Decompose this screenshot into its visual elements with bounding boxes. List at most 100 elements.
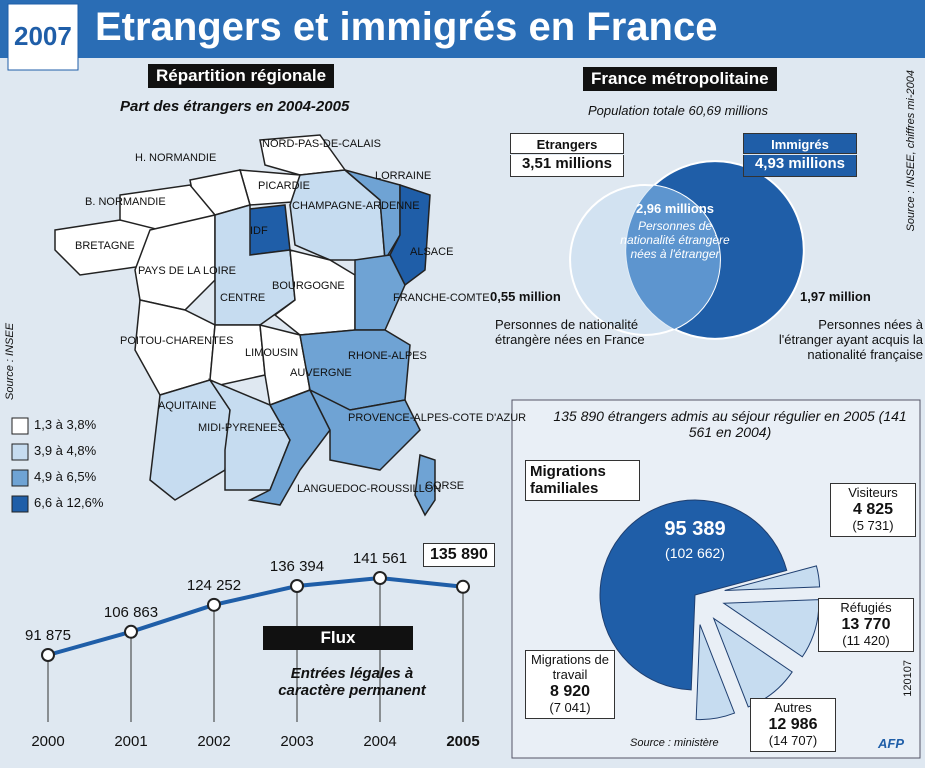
- slice-previous: (7 041): [549, 700, 591, 716]
- region-label: IDF: [250, 225, 268, 237]
- region-label: LORRAINE: [375, 170, 432, 182]
- region-label: CENTRE: [220, 292, 266, 304]
- legend-label: 6,6 à 12,6%: [34, 495, 104, 510]
- legend-swatch: [11, 495, 29, 513]
- region-label: PAYS DE LA LOIRE: [138, 265, 237, 277]
- point: [124, 624, 138, 639]
- point: [41, 648, 55, 662]
- line-title: Flux: [263, 626, 413, 650]
- overlap: [626, 185, 720, 335]
- x-tick-label: 2000: [31, 733, 65, 750]
- overlap-text: Personnes de nationalité étrangère nées …: [620, 219, 730, 261]
- venn-heading: France métropolitaine: [583, 67, 777, 91]
- legend-label: 3,9 à 4,8%: [34, 443, 97, 458]
- region: [414, 453, 436, 517]
- left-text: Personnes de nationalité étrangère nées …: [495, 317, 645, 347]
- venn-source: Source : INSEE, chiffres mi-2004: [905, 70, 917, 232]
- venn-subtitle: Population totale 60,69 millions: [588, 103, 768, 118]
- region-label: AUVERGNE: [290, 367, 352, 379]
- pie-code: 120107: [902, 660, 914, 697]
- right-value: 1,97 million: [800, 289, 871, 304]
- pie-title: 135 890 étrangers admis au séjour réguli…: [553, 408, 907, 441]
- slice-value: 13 770: [841, 615, 891, 633]
- x-tick-label: 2001: [114, 733, 148, 750]
- slice-previous: (102 662): [665, 545, 725, 561]
- x-tick-label: 2005: [446, 733, 480, 750]
- value-label: 91 875: [25, 627, 71, 644]
- x-tick-label: 2003: [280, 733, 314, 750]
- region-label: BOURGOGNE: [272, 280, 345, 292]
- point: [373, 571, 387, 585]
- pie-source: Source : ministère: [630, 737, 719, 749]
- line: [47, 575, 464, 657]
- pie-slice: [695, 624, 736, 721]
- region-label: NORD-PAS-DE-CALAIS: [262, 138, 381, 150]
- region: [344, 169, 401, 263]
- region-label: AQUITAINE: [158, 400, 217, 412]
- region: [308, 388, 421, 471]
- slice-label-box: Visiteurs 4 825 (5 731): [830, 483, 916, 538]
- slice-name: Migrations familiales: [525, 460, 640, 501]
- slice-label-box: Réfugiés 13 770 (11 420): [818, 598, 914, 653]
- region-label: B. NORMANDIE: [85, 196, 166, 208]
- region-label: LANGUEDOC-ROUSSILLON: [297, 483, 442, 495]
- legend-swatch: [11, 469, 29, 487]
- slice-value: 95 389: [664, 518, 726, 540]
- region-label: POITOU-CHARENTES: [120, 335, 234, 347]
- slice-previous: (14 707): [768, 733, 818, 749]
- slice-previous: (11 420): [842, 633, 890, 649]
- value-label: 135 890: [423, 543, 495, 568]
- logo: 2007: [14, 21, 72, 51]
- region-label: FRANCHE-COMTE: [393, 292, 490, 304]
- region-label: RHONE-ALPES: [348, 350, 427, 362]
- map-heading: Répartition régionale: [148, 64, 335, 88]
- slice-value: 12 986: [768, 715, 818, 733]
- logo-box: [7, 3, 79, 71]
- region-label: ALSACE: [410, 246, 454, 258]
- legend-label: 1,3 à 3,8%: [34, 417, 97, 432]
- region: [354, 254, 406, 331]
- region-label: CORSE: [425, 480, 465, 492]
- value-label: 106 863: [103, 603, 159, 621]
- pie-slice: [712, 617, 793, 708]
- set-name: Etrangers: [510, 133, 624, 154]
- slice-value: 8 920: [549, 682, 591, 700]
- map-source: Source : INSEE: [4, 322, 16, 400]
- left-value: 0,55 million: [490, 289, 561, 304]
- slice-previous: (5 731): [852, 518, 894, 534]
- legend-swatch: [11, 443, 29, 461]
- slice-label-box: Autres 12 986 (14 707): [750, 698, 836, 753]
- line-subtitle: Entrées légales à caractère permanent: [278, 665, 426, 700]
- legend-label: 4,9 à 6,5%: [34, 469, 97, 484]
- pie-credit: AFP: [878, 736, 904, 751]
- right-text: Personnes nées à l'étranger ayant acquis…: [778, 317, 923, 362]
- overlap-value: 2,96 millions: [635, 201, 715, 216]
- region: [209, 324, 266, 386]
- point: [456, 579, 470, 594]
- slice-label-box: Migrations de travail 8 920 (7 041): [525, 650, 615, 720]
- region-label: PROVENCE-ALPES-COTE D'AZUR: [348, 412, 527, 424]
- map-subtitle: Part des étrangers en 2004-2005: [120, 98, 350, 115]
- set-value: 3,51 millions: [510, 155, 624, 178]
- legend-swatch: [11, 417, 29, 435]
- set-value: 4,93 millions: [743, 155, 857, 178]
- region-label: BRETAGNE: [75, 240, 135, 252]
- value-label: 141 561: [352, 550, 408, 567]
- slice-value: 4 825: [852, 500, 894, 518]
- title: Etrangers et immigrés en France: [95, 5, 718, 49]
- region: [149, 379, 231, 501]
- region-label: LIMOUSIN: [245, 347, 299, 359]
- value-label: 124 252: [186, 576, 242, 594]
- point: [207, 597, 221, 612]
- set-name: Immigrés: [743, 133, 857, 154]
- region-label: MIDI-PYRENEES: [198, 422, 285, 434]
- region-label: CHAMPAGNE-ARDENNE: [292, 200, 420, 212]
- pie-slice: [599, 499, 788, 691]
- x-tick-label: 2002: [197, 733, 231, 750]
- point: [290, 579, 304, 594]
- region-label: PICARDIE: [258, 180, 310, 192]
- pie-slice: [724, 565, 821, 592]
- region-label: H. NORMANDIE: [135, 152, 217, 164]
